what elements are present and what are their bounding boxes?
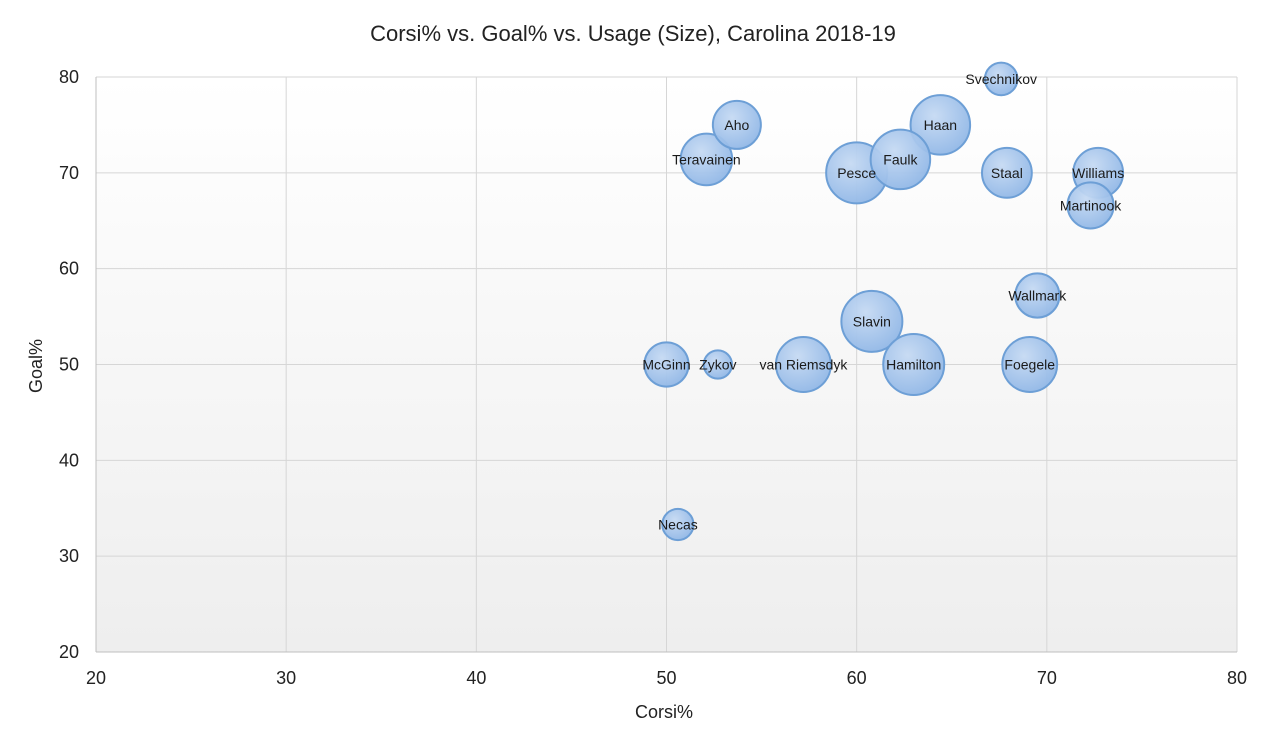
bubble-wallmark (1014, 272, 1061, 319)
data-label-zykov: Zykov (699, 357, 736, 373)
bubble-svechnikov (983, 61, 1019, 97)
data-label-martinook: Martinook (1060, 197, 1122, 213)
bubble-foegele (1001, 336, 1059, 393)
bubble-teravainen (679, 132, 734, 187)
bubble-faulk (869, 128, 932, 191)
y-tick-label: 80 (59, 67, 79, 87)
y-tick-label: 50 (59, 355, 79, 375)
data-label-mcginn: McGinn (642, 357, 690, 373)
y-tick-label: 40 (59, 450, 79, 470)
bubble-aho (711, 99, 762, 150)
data-label-pesce: Pesce (837, 165, 876, 181)
bubble-staal (980, 146, 1033, 199)
x-tick-label: 40 (466, 668, 486, 688)
bubble-zykov (702, 349, 733, 380)
data-label-staal: Staal (991, 165, 1023, 181)
data-label-teravainen: Teravainen (672, 151, 741, 167)
x-tick-label: 20 (86, 668, 106, 688)
y-tick-label: 70 (59, 163, 79, 183)
data-label-williams: Williams (1072, 165, 1124, 181)
data-label-svechnikov: Svechnikov (965, 71, 1037, 87)
data-label-haan: Haan (924, 117, 957, 133)
x-tick-label: 80 (1227, 668, 1247, 688)
bubble-mcginn (643, 341, 690, 388)
data-label-wallmark: Wallmark (1008, 288, 1067, 304)
x-tick-label: 30 (276, 668, 296, 688)
x-tick-label: 70 (1037, 668, 1057, 688)
data-label-faulk: Faulk (883, 151, 918, 167)
bubble-slavin (840, 289, 904, 353)
bubble-martinook (1066, 181, 1115, 230)
axes (95, 77, 1237, 653)
data-label-slavin: Slavin (853, 313, 891, 329)
x-tick-label: 60 (847, 668, 867, 688)
bubble-van-riemsdyk (774, 336, 832, 393)
bubble-necas (661, 507, 695, 542)
data-label-aho: Aho (724, 117, 749, 133)
data-label-foegele: Foegele (1004, 357, 1055, 373)
x-axis-title: Corsi% (635, 702, 693, 722)
data-label-necas: Necas (658, 517, 698, 533)
bubble-hamilton (882, 333, 946, 396)
y-tick-label: 30 (59, 546, 79, 566)
data-label-van-riemsdyk: van Riemsdyk (759, 357, 848, 373)
bubble-labels: Svechnikov Aho Haan Teravainen Faulk Pesce Sta… (642, 71, 1124, 533)
tick-labels: 20 30 40 50 60 70 80 20 30 40 50 60 70 80 (59, 67, 1247, 688)
y-tick-label: 60 (59, 259, 79, 279)
chart-title: Corsi% vs. Goal% vs. Usage (Size), Carol… (370, 21, 896, 46)
data-label-hamilton: Hamilton (886, 357, 941, 373)
x-tick-label: 50 (656, 668, 676, 688)
bubble-haan (909, 94, 972, 156)
y-tick-label: 20 (59, 642, 79, 662)
bubbles (643, 61, 1125, 542)
y-axis-title: Goal% (26, 339, 46, 393)
